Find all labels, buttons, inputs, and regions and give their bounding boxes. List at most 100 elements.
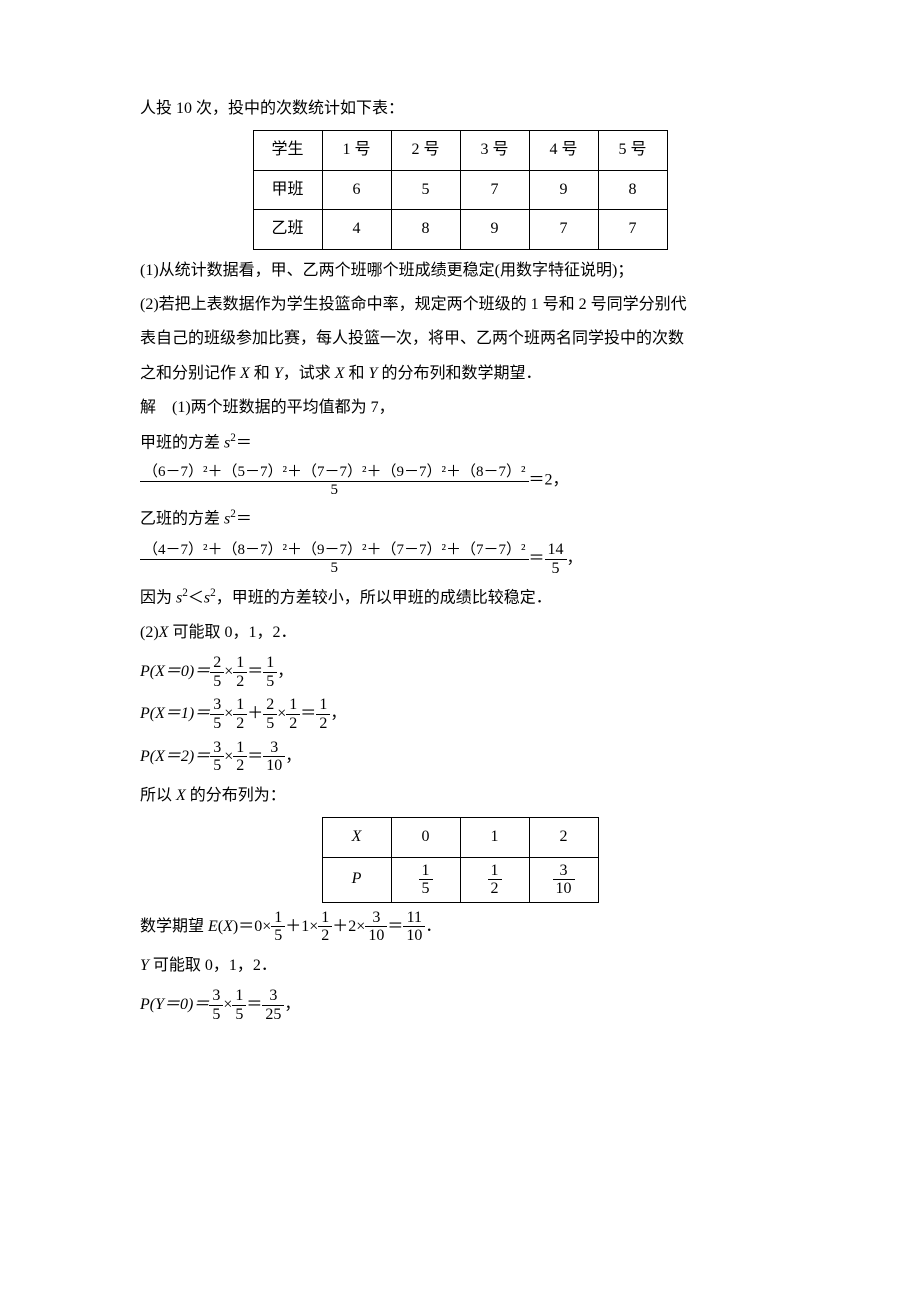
question-2c: 之和分别记作 X 和 Y，试求 X 和 Y 的分布列和数学期望．	[140, 359, 780, 389]
numerator: 1	[233, 654, 247, 673]
q1-text: (1)从统计数据看，甲、乙两个班哪个班成绩更稳定(用数字特征说明)；	[140, 262, 633, 279]
numerator: 14	[545, 541, 567, 560]
var-x: X	[240, 365, 250, 382]
cell: 乙班	[253, 210, 322, 249]
denominator: 5	[419, 880, 433, 898]
fraction: 12	[233, 654, 247, 690]
var-e: E	[208, 918, 218, 935]
fraction: 35	[209, 987, 223, 1023]
txt: ＋2×	[332, 918, 365, 935]
txt: ＝	[236, 434, 252, 451]
denominator: 10	[403, 927, 425, 945]
txt: 因为	[140, 589, 176, 606]
fraction: 25	[263, 696, 277, 732]
numerator: 3	[365, 909, 387, 928]
lhs: P(X＝1)＝	[140, 705, 210, 722]
fraction: 310	[553, 862, 575, 898]
fraction: 12	[488, 862, 502, 898]
numerator: 1	[316, 696, 330, 715]
variance-jia-label: 甲班的方差 s2＝	[140, 428, 780, 459]
cell: P	[322, 857, 391, 902]
fraction: 12	[318, 909, 332, 945]
lhs: P(X＝2)＝	[140, 747, 210, 764]
txt: ＋1×	[285, 918, 318, 935]
denominator: 5	[140, 560, 529, 577]
fraction: 310	[365, 909, 387, 945]
question-2a: (2)若把上表数据作为学生投篮命中率，规定两个班级的 1 号和 2 号同学分别代	[140, 290, 780, 320]
denominator: 2	[318, 927, 332, 945]
txt: 可能取 0，1，2．	[168, 624, 296, 641]
fraction: （6－7）²＋（5－7）²＋（7－7）²＋（9－7）²＋（8－7）² 5	[140, 464, 529, 498]
score-table: 学生 1 号 2 号 3 号 4 号 5 号 甲班 6 5 7 9 8 乙班 4…	[253, 130, 668, 249]
var-x: X	[335, 365, 345, 382]
q2a-text: (2)若把上表数据作为学生投篮命中率，规定两个班级的 1 号和 2 号同学分别代	[140, 296, 687, 313]
px0: P(X＝0)＝25×12＝15，	[140, 654, 780, 690]
var-y: Y	[140, 957, 149, 974]
var-x: X	[352, 828, 362, 845]
denominator: 5	[263, 673, 277, 691]
txt: 解 (1)两个班数据的平均值都为 7，	[140, 399, 395, 416]
intro-text: 人投 10 次，投中的次数统计如下表：	[140, 100, 404, 117]
denominator: 2	[286, 715, 300, 733]
op: ×	[223, 996, 232, 1013]
var-y: Y	[274, 365, 283, 382]
distribution-table: X 0 1 2 P 15 12 310	[322, 817, 599, 903]
txt: ＝2，	[529, 472, 569, 489]
op: ＝	[300, 705, 316, 722]
cell: 8	[391, 210, 460, 249]
question-2b: 表自己的班级参加比赛，每人投篮一次，将甲、乙两个班两名同学投中的次数	[140, 324, 780, 354]
numerator: 1	[271, 909, 285, 928]
txt: 之和分别记作	[140, 365, 240, 382]
cell: 9	[529, 170, 598, 209]
compare-line: 因为 s2＜s2，甲班的方差较小，所以甲班的成绩比较稳定．	[140, 583, 780, 614]
fraction: 310	[263, 739, 285, 775]
txt: 的分布列和数学期望．	[377, 365, 541, 382]
txt: 数学期望	[140, 918, 208, 935]
cell: 7	[460, 170, 529, 209]
txt: 和	[250, 365, 274, 382]
txt: ，甲班的方差较小，所以甲班的成绩比较稳定．	[216, 589, 552, 606]
variance-jia-expr: （6－7）²＋（5－7）²＋（7－7）²＋（9－7）²＋（8－7）² 5 ＝2，	[140, 464, 780, 498]
cell: 7	[598, 210, 667, 249]
y-possible: Y 可能取 0，1，2．	[140, 951, 780, 981]
var-p: P	[352, 870, 362, 887]
table-row: P 15 12 310	[322, 857, 598, 902]
variance-yi-expr: （4－7）²＋（8－7）²＋（9－7）²＋（7－7）²＋（7－7）² 5 ＝14…	[140, 541, 780, 577]
table-row: 乙班 4 8 9 7 7	[253, 210, 667, 249]
denominator: 5	[209, 1006, 223, 1024]
denominator: 2	[233, 757, 247, 775]
txt: 可能取 0，1，2．	[149, 957, 277, 974]
fraction: 35	[210, 696, 224, 732]
txt: 甲班的方差	[140, 434, 224, 451]
lhs: P(Y＝0)＝	[140, 996, 209, 1013]
fraction: 12	[286, 696, 300, 732]
solution-2a: (2)X 可能取 0，1，2．	[140, 618, 780, 648]
cell: 6	[322, 170, 391, 209]
px2: P(X＝2)＝35×12＝310，	[140, 739, 780, 775]
dist-label: 所以 X 的分布列为：	[140, 781, 780, 811]
lhs: P(X＝0)＝	[140, 663, 210, 680]
cell: 0	[391, 818, 460, 857]
denominator: 10	[365, 927, 387, 945]
cell: 8	[598, 170, 667, 209]
numerator: 1	[419, 862, 433, 881]
var-x: X	[223, 918, 233, 935]
txt: ＝0×	[238, 918, 271, 935]
op: ＝	[247, 747, 263, 764]
op: ×	[224, 663, 233, 680]
table-row: X 0 1 2	[322, 818, 598, 857]
txt: (2)	[140, 624, 159, 641]
py0: P(Y＝0)＝35×15＝325，	[140, 987, 780, 1023]
numerator: 3	[210, 739, 224, 758]
denominator: 5	[210, 757, 224, 775]
denominator: 5	[263, 715, 277, 733]
numerator: 3	[553, 862, 575, 881]
cell: 310	[529, 857, 598, 902]
cell: X	[322, 818, 391, 857]
txt: ，	[567, 550, 583, 567]
op: ＋	[247, 705, 263, 722]
denominator: 2	[233, 673, 247, 691]
cell: 7	[529, 210, 598, 249]
denominator: 5	[140, 482, 529, 499]
numerator: 3	[262, 987, 284, 1006]
